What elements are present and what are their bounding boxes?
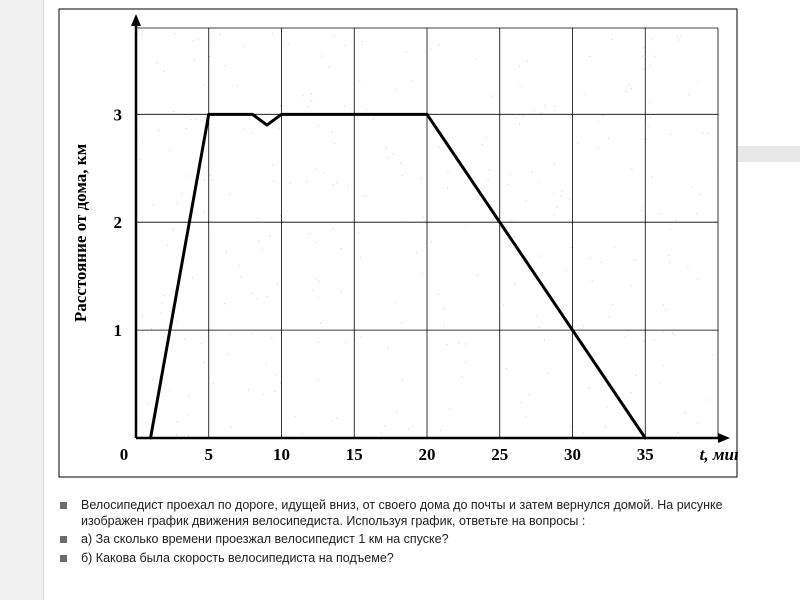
list-item-text: а) За сколько времени проезжал велосипед… (81, 532, 449, 548)
slide-rail-left (0, 0, 44, 600)
list-item: б) Какова была скорость велосипедиста на… (60, 551, 740, 567)
bullet-square-icon (60, 536, 67, 543)
list-item: Велосипедист проехал по дороге, идущей в… (60, 498, 740, 529)
svg-text:15: 15 (346, 445, 363, 464)
svg-text:35: 35 (637, 445, 654, 464)
svg-text:1: 1 (114, 321, 123, 340)
bullet-square-icon (60, 555, 67, 562)
svg-text:3: 3 (114, 105, 123, 124)
svg-text:25: 25 (491, 445, 508, 464)
question-list: Велосипедист проехал по дороге, идущей в… (60, 495, 740, 570)
list-item: а) За сколько времени проезжал велосипед… (60, 532, 740, 548)
svg-text:t, мин: t, мин (700, 445, 738, 464)
list-item-text: б) Какова была скорость велосипедиста на… (81, 551, 394, 567)
svg-text:Расстояние от дома, км: Расстояние от дома, км (71, 143, 90, 322)
slide-rail-right (730, 146, 800, 162)
svg-text:5: 5 (205, 445, 214, 464)
svg-text:10: 10 (273, 445, 290, 464)
svg-text:0: 0 (120, 445, 129, 464)
bullet-square-icon (60, 502, 67, 509)
chart-svg: 5 10 15 20 25 30 35 0 1 2 3 t, мин Расстояние от дом… (58, 8, 738, 478)
list-item-text: Велосипедист проехал по дороге, идущей в… (81, 498, 740, 529)
svg-text:20: 20 (419, 445, 436, 464)
svg-text:2: 2 (114, 213, 123, 232)
svg-text:30: 30 (564, 445, 581, 464)
chart: 5 10 15 20 25 30 35 0 1 2 3 t, мин Расстояние от дом… (58, 8, 738, 478)
